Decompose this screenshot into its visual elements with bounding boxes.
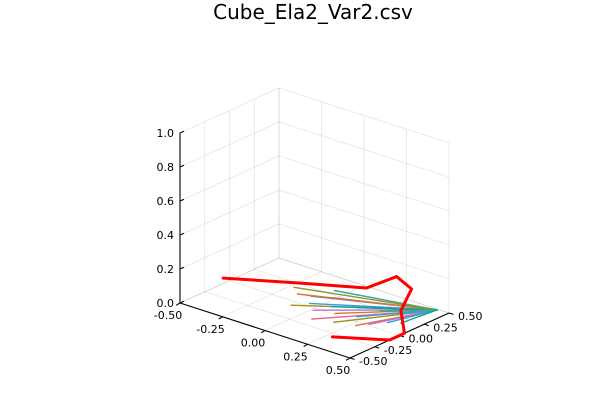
y-tick-label: 0.25 — [433, 321, 458, 334]
series-layer — [221, 275, 438, 342]
grid-line — [278, 257, 450, 314]
fan-series-line — [296, 293, 438, 311]
grid-line — [229, 280, 400, 336]
grid-line — [278, 121, 450, 178]
z-tick-label: 1.0 — [157, 127, 175, 140]
grid-line — [307, 298, 407, 345]
chart-title: Cube_Ela2_Var2.csv — [213, 0, 413, 24]
y-tick-label: 0.00 — [409, 333, 434, 346]
z-tick-mark — [179, 232, 185, 236]
fan-series-line — [400, 309, 438, 324]
z-tick-label: 0.2 — [157, 263, 175, 276]
grid-line — [278, 223, 450, 280]
z-tick-mark — [179, 164, 185, 168]
fan-series-line — [386, 309, 438, 324]
y-tick-mark — [374, 346, 380, 349]
x-tick-mark — [218, 316, 223, 320]
z-tick-label: 0.4 — [157, 229, 175, 242]
y-tick-label: -0.25 — [384, 344, 412, 357]
z-tick-label: 0.8 — [157, 161, 175, 174]
z-tick-mark — [179, 198, 185, 202]
grid-line — [222, 271, 322, 318]
x-tick-label: 0.00 — [241, 337, 266, 350]
y-tick-label: 0.50 — [458, 310, 483, 323]
z-tick-label: 0.6 — [157, 195, 175, 208]
ticks-layer: -0.50-0.250.000.250.50-0.50-0.250.000.25… — [154, 127, 483, 377]
y-tick-mark — [448, 312, 454, 315]
grid-line — [179, 257, 280, 304]
grid-line — [179, 223, 280, 270]
y-tick-label: -0.50 — [359, 355, 387, 368]
x-tick-label: 0.50 — [326, 364, 351, 377]
y-tick-mark — [424, 323, 429, 327]
z-tick-label: 0.0 — [157, 297, 175, 310]
x-tick-mark — [303, 343, 308, 348]
grid-line — [278, 155, 450, 212]
grid-line — [179, 87, 280, 134]
boundary-series-line — [221, 275, 414, 342]
grid-line — [179, 155, 280, 202]
y-tick-mark — [349, 357, 355, 360]
x-tick-label: -0.25 — [196, 323, 224, 336]
grid-line — [278, 189, 450, 246]
grid-line — [179, 189, 280, 236]
x-tick-mark — [260, 330, 266, 334]
fan-series-line — [379, 309, 438, 312]
fan-series-line — [401, 309, 438, 315]
grid-line — [179, 121, 280, 168]
grid-line — [179, 257, 280, 304]
fan-series-line — [293, 286, 438, 311]
grid-line — [278, 257, 450, 314]
x-tick-label: -0.50 — [154, 309, 182, 322]
z-tick-mark — [179, 266, 185, 270]
x-tick-mark — [345, 357, 351, 361]
x-tick-mark — [175, 302, 181, 306]
x-tick-label: 0.25 — [283, 350, 308, 363]
grid-line — [278, 87, 450, 144]
z-tick-mark — [179, 300, 185, 304]
z-tick-mark — [179, 130, 185, 134]
